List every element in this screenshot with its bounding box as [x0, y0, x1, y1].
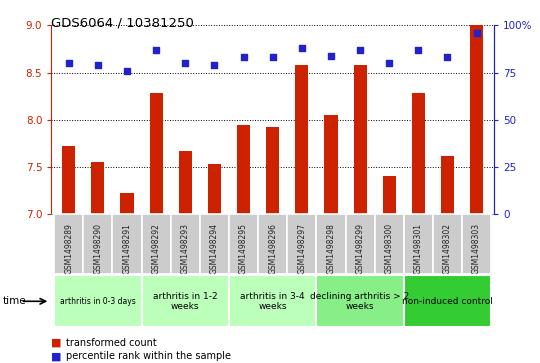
Bar — [354, 65, 367, 214]
Bar — [54, 275, 141, 327]
Text: arthritis in 0-3 days: arthritis in 0-3 days — [60, 297, 136, 306]
Bar — [470, 25, 483, 214]
Point — [385, 60, 394, 66]
Bar — [229, 275, 316, 327]
Point — [239, 54, 248, 60]
Bar — [441, 156, 454, 214]
Text: GDS6064 / 10381250: GDS6064 / 10381250 — [51, 16, 194, 29]
Bar — [54, 214, 83, 274]
Bar — [208, 164, 221, 214]
Bar — [433, 214, 462, 274]
Text: non-induced control: non-induced control — [402, 297, 493, 306]
Bar — [112, 214, 141, 274]
Bar — [325, 115, 338, 214]
Point — [443, 54, 452, 60]
Point — [123, 68, 131, 74]
Bar — [404, 214, 433, 274]
Point — [152, 47, 160, 53]
Point — [181, 60, 190, 66]
Text: percentile rank within the sample: percentile rank within the sample — [66, 351, 232, 362]
Text: declining arthritis > 2
weeks: declining arthritis > 2 weeks — [310, 291, 410, 311]
Text: time: time — [3, 296, 26, 306]
Bar — [62, 146, 76, 214]
Bar — [346, 214, 375, 274]
Bar — [141, 275, 229, 327]
Bar — [316, 275, 404, 327]
Text: GSM1498303: GSM1498303 — [472, 223, 481, 274]
Text: GSM1498298: GSM1498298 — [327, 223, 335, 274]
Point — [298, 45, 306, 51]
Text: GSM1498289: GSM1498289 — [64, 223, 73, 274]
Point — [414, 47, 423, 53]
Text: ■: ■ — [51, 351, 62, 362]
Point — [64, 60, 73, 66]
Bar — [179, 151, 192, 214]
Text: transformed count: transformed count — [66, 338, 157, 348]
Text: GSM1498292: GSM1498292 — [152, 223, 161, 274]
Bar — [287, 214, 316, 274]
Bar — [383, 176, 396, 214]
Text: GSM1498301: GSM1498301 — [414, 223, 423, 274]
Bar — [141, 214, 171, 274]
Text: GSM1498296: GSM1498296 — [268, 223, 277, 274]
Text: GSM1498290: GSM1498290 — [93, 223, 103, 274]
Point — [356, 47, 364, 53]
Text: arthritis in 3-4
weeks: arthritis in 3-4 weeks — [240, 291, 305, 311]
Point — [472, 30, 481, 36]
Bar — [171, 214, 200, 274]
Text: GSM1498293: GSM1498293 — [181, 223, 190, 274]
Point — [327, 53, 335, 58]
Point — [210, 62, 219, 68]
Text: GSM1498294: GSM1498294 — [210, 223, 219, 274]
Text: arthritis in 1-2
weeks: arthritis in 1-2 weeks — [153, 291, 218, 311]
Text: GSM1498291: GSM1498291 — [123, 223, 132, 274]
Text: GSM1498297: GSM1498297 — [298, 223, 306, 274]
Bar — [266, 127, 279, 214]
Bar — [150, 93, 163, 214]
Text: ■: ■ — [51, 338, 62, 348]
Bar — [404, 275, 491, 327]
Bar — [295, 65, 308, 214]
Bar — [91, 162, 104, 214]
Point — [268, 54, 277, 60]
Bar — [229, 214, 258, 274]
Bar — [375, 214, 404, 274]
Bar — [120, 193, 133, 214]
Text: GSM1498302: GSM1498302 — [443, 223, 452, 274]
Bar — [316, 214, 346, 274]
Bar — [258, 214, 287, 274]
Point — [93, 62, 102, 68]
Bar — [83, 214, 112, 274]
Bar — [412, 93, 425, 214]
Text: GSM1498295: GSM1498295 — [239, 223, 248, 274]
Bar — [462, 214, 491, 274]
Text: GSM1498299: GSM1498299 — [356, 223, 364, 274]
Bar — [237, 125, 250, 214]
Text: GSM1498300: GSM1498300 — [384, 223, 394, 274]
Bar — [200, 214, 229, 274]
